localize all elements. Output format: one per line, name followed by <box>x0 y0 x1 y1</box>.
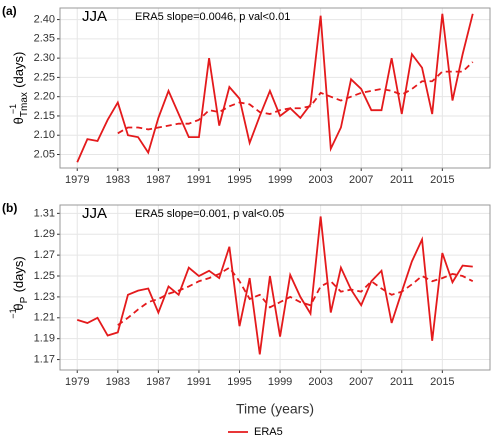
y-label-unit: (days) <box>11 52 26 88</box>
x-axis-label: Time (years) <box>236 401 314 417</box>
y-label-symbol: θ <box>11 117 26 124</box>
y-label-sup: −1 <box>8 308 18 318</box>
plot-border <box>59 7 491 169</box>
x-tick-label: 1995 <box>227 174 251 186</box>
y-axis-label: θTmax−1 (days) <box>8 52 29 125</box>
plot-background <box>60 8 490 168</box>
y-tick-label: 1.23 <box>34 291 55 303</box>
annotation: ERA5 slope=0.001, p val<0.05 <box>135 208 284 220</box>
y-tick-label: 1.21 <box>34 312 55 324</box>
x-tick-label: 1987 <box>146 376 170 388</box>
x-tick-label: 2003 <box>308 174 332 186</box>
data-line <box>76 13 474 163</box>
x-tick-label: 1999 <box>268 174 292 186</box>
trend-line <box>117 61 474 135</box>
x-tick-label: 2007 <box>349 174 373 186</box>
y-tick-label: 2.15 <box>34 110 55 122</box>
x-tick-label: 2003 <box>308 376 332 388</box>
x-tick-label: 1991 <box>187 174 211 186</box>
y-tick-label: 1.25 <box>34 270 55 282</box>
panel-label: (b) <box>2 201 17 215</box>
x-tick-label: 2011 <box>390 376 414 388</box>
y-tick-label: 2.05 <box>34 148 55 160</box>
x-tick-label: 1999 <box>268 376 292 388</box>
y-tick-label: 2.20 <box>34 91 55 103</box>
x-tick-label: 1987 <box>146 174 170 186</box>
panel-label: (a) <box>2 4 17 18</box>
y-label-sub: Tmax <box>19 92 30 117</box>
y-tick-label: 2.10 <box>34 129 55 141</box>
x-tick-label: 1979 <box>65 174 89 186</box>
y-tick-label: 1.19 <box>34 333 55 345</box>
y-tick-label: 2.25 <box>34 71 55 83</box>
y-tick-label: 1.29 <box>34 228 55 240</box>
x-tick-label: 1983 <box>106 174 130 186</box>
y-label-sup: −1 <box>8 104 18 114</box>
season-label: JJA <box>82 8 107 25</box>
y-tick-label: 1.17 <box>34 353 55 365</box>
x-tick-label: 1995 <box>227 376 251 388</box>
plot-background <box>60 205 490 370</box>
plot-border <box>59 204 491 371</box>
y-label-sub: P <box>19 296 30 303</box>
y-tick-label: 2.35 <box>34 33 55 45</box>
x-tick-label: 2015 <box>430 376 454 388</box>
x-tick-label: 1991 <box>187 376 211 388</box>
season-label: JJA <box>82 205 107 222</box>
data-line <box>76 216 473 355</box>
y-label-symbol: θ <box>11 303 26 310</box>
x-tick-label: 2015 <box>430 174 454 186</box>
x-tick-label: 2007 <box>349 376 373 388</box>
y-label-unit: (days) <box>11 256 26 292</box>
y-tick-label: 1.31 <box>34 207 55 219</box>
y-tick-label: 2.30 <box>34 52 55 64</box>
y-axis-label: θP−1 (days) <box>8 256 29 318</box>
x-tick-label: 1979 <box>65 376 89 388</box>
y-tick-label: 1.27 <box>34 249 55 261</box>
y-tick-label: 2.40 <box>34 13 55 25</box>
x-tick-label: 1983 <box>106 376 130 388</box>
legend-label: ERA5 <box>254 426 283 438</box>
x-tick-label: 2011 <box>390 174 414 186</box>
annotation: ERA5 slope=0.0046, p val<0.01 <box>135 11 290 23</box>
